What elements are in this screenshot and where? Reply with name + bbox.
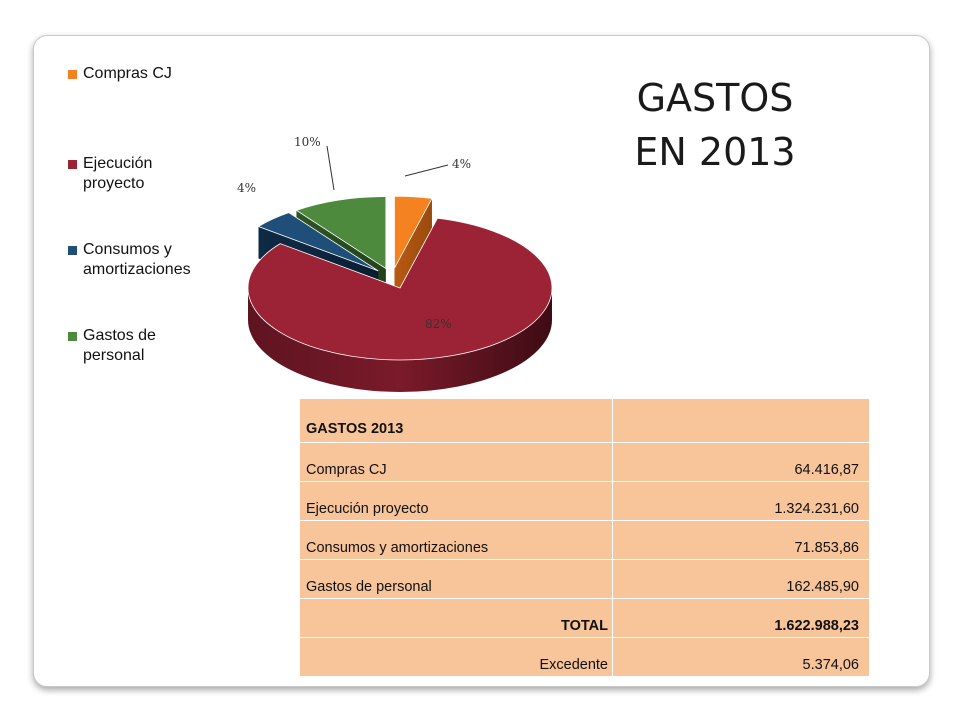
- expenses-table: GASTOS 2013 Compras CJ 64.416,87 Ejecuci…: [299, 398, 870, 677]
- pie-slice-compras: [394, 195, 433, 301]
- leader-line-compras: [404, 164, 449, 177]
- leader-line-personal: [326, 145, 335, 191]
- table-row: Gastos de personal 162.485,90: [299, 559, 870, 599]
- legend-swatch-consumos: [68, 246, 77, 255]
- pie-top-consumos: [257, 212, 379, 272]
- row-label-personal: Gastos de personal: [299, 559, 613, 599]
- table-header-empty: [612, 398, 870, 443]
- pie-top-ejecucion: [247, 217, 553, 361]
- slice-label-personal: 10%: [294, 135, 321, 149]
- chart-title-line-2: EN 2013: [634, 130, 796, 174]
- total-value: 1.622.988,23: [612, 598, 870, 638]
- table-row: Ejecución proyecto 1.324.231,60: [299, 481, 870, 521]
- table-header-row: GASTOS 2013: [299, 398, 870, 443]
- excedente-value: 5.374,06: [612, 637, 870, 677]
- legend-item-ejecucion: Ejecución proyecto: [68, 154, 193, 194]
- legend-label-ejecucion: Ejecución proyecto: [83, 155, 153, 192]
- table-header-title: GASTOS 2013: [299, 398, 613, 443]
- legend-swatch-compras: [68, 70, 77, 79]
- slice-label-consumos: 4%: [237, 181, 256, 195]
- legend-label-consumos: Consumos y amortizaciones: [83, 241, 191, 278]
- row-label-consumos: Consumos y amortizaciones: [299, 520, 613, 560]
- pie-chart: 10% 4% 4% 82%: [237, 135, 553, 392]
- legend-swatch-ejecucion: [68, 160, 77, 169]
- slice-label-compras: 4%: [452, 157, 471, 171]
- table-row: Consumos y amortizaciones 71.853,86: [299, 520, 870, 560]
- legend-swatch-personal: [68, 332, 77, 341]
- chart-title-line-1: GASTOS: [636, 76, 794, 120]
- row-label-ejecucion: Ejecución proyecto: [299, 481, 613, 521]
- total-label: TOTAL: [299, 598, 613, 638]
- row-value-consumos: 71.853,86: [612, 520, 870, 560]
- row-value-ejecucion: 1.324.231,60: [612, 481, 870, 521]
- pie-side-ejecucion: [248, 288, 552, 392]
- table-row: Compras CJ 64.416,87: [299, 442, 870, 482]
- table-excedente-row: Excedente 5.374,06: [299, 637, 870, 677]
- legend-item-compras: Compras CJ: [68, 64, 233, 84]
- pie-top-personal: [295, 196, 387, 270]
- excedente-label: Excedente: [299, 637, 613, 677]
- row-value-personal: 162.485,90: [612, 559, 870, 599]
- table-total-row: TOTAL 1.622.988,23: [299, 598, 870, 638]
- slice-label-ejecucion: 82%: [425, 317, 452, 331]
- legend-item-consumos: Consumos y amortizaciones: [68, 240, 213, 280]
- legend-label-personal: Gastos de personal: [83, 327, 156, 364]
- legend-label-compras: Compras CJ: [83, 65, 172, 82]
- pie-wall-compras: [394, 198, 432, 301]
- legend-item-personal: Gastos de personal: [68, 326, 183, 366]
- pie-top-compras: [394, 195, 433, 269]
- pie-slice-ejecucion: [247, 217, 553, 392]
- row-label-compras: Compras CJ: [299, 442, 613, 482]
- row-value-compras: 64.416,87: [612, 442, 870, 482]
